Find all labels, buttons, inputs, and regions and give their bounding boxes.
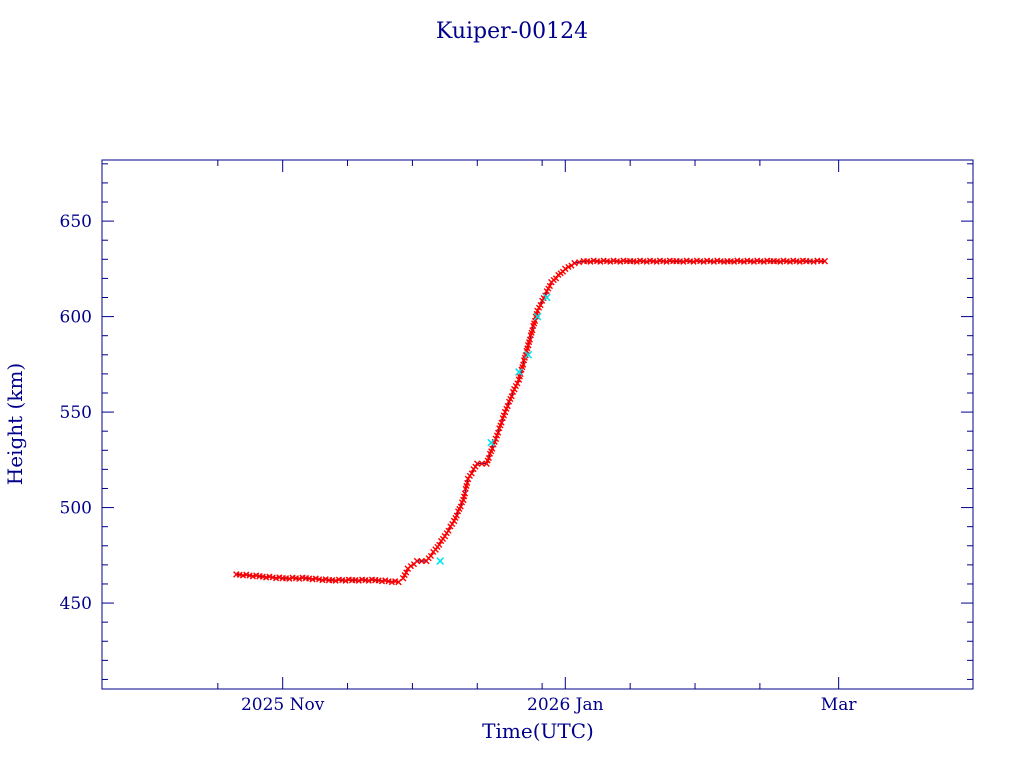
data-point xyxy=(332,577,339,584)
data-point xyxy=(410,561,418,568)
data-point xyxy=(663,258,670,265)
data-point xyxy=(461,490,469,497)
data-point xyxy=(653,258,660,265)
series-line xyxy=(236,260,825,583)
data-point xyxy=(559,268,567,275)
data-point xyxy=(392,578,399,585)
data-point xyxy=(355,577,362,584)
data-point xyxy=(485,454,492,462)
data-point xyxy=(643,258,650,265)
y-tick-label: 650 xyxy=(60,212,92,232)
data-point xyxy=(504,403,511,410)
data-point xyxy=(495,429,502,436)
data-point xyxy=(617,258,624,265)
data-point xyxy=(472,463,479,470)
data-point xyxy=(489,445,496,452)
data-point xyxy=(740,258,748,265)
data-point xyxy=(457,503,464,510)
data-point xyxy=(403,569,410,576)
x-tick-label: 2026 Jan xyxy=(527,695,604,715)
data-point xyxy=(436,541,443,548)
y-axis-label: Height (km) xyxy=(3,363,27,485)
data-point xyxy=(407,563,414,570)
data-point xyxy=(730,258,738,265)
data-point xyxy=(680,258,687,265)
data-point xyxy=(524,350,533,359)
data-point xyxy=(286,575,293,582)
x-tick-label: 2025 Nov xyxy=(241,695,325,715)
data-point xyxy=(700,258,707,265)
data-point xyxy=(537,302,544,309)
data-point xyxy=(399,574,407,582)
data-point xyxy=(508,393,515,400)
data-point xyxy=(552,275,560,282)
data-point xyxy=(760,258,767,265)
data-point xyxy=(498,419,505,426)
y-tick-label: 500 xyxy=(60,499,92,519)
data-point xyxy=(427,552,435,560)
data-marks xyxy=(233,257,829,586)
data-point xyxy=(587,258,594,265)
data-point xyxy=(546,282,553,290)
axis-ticks xyxy=(102,160,973,689)
data-point xyxy=(296,575,303,582)
data-point xyxy=(500,412,508,419)
data-point xyxy=(750,258,758,265)
data-point xyxy=(430,548,437,555)
data-point xyxy=(568,262,575,269)
data-point xyxy=(436,557,445,565)
data-point xyxy=(458,499,466,506)
data-point xyxy=(524,345,531,352)
data-point xyxy=(542,293,551,302)
plot-frame xyxy=(101,159,974,690)
tick-labels: 450 500 550 600 650 2025 Nov 2026 Jan Mar xyxy=(60,212,858,715)
data-point xyxy=(345,576,352,583)
data-point xyxy=(299,574,306,581)
data-point xyxy=(720,258,728,265)
data-point xyxy=(515,368,523,376)
data-point xyxy=(487,438,496,447)
data-point xyxy=(690,258,697,265)
data-point xyxy=(464,479,471,487)
data-point xyxy=(449,520,456,528)
data-point xyxy=(445,527,452,534)
y-tick-label: 550 xyxy=(60,403,92,423)
data-point xyxy=(418,557,425,565)
data-point xyxy=(633,258,640,265)
data-point xyxy=(576,259,583,266)
data-point xyxy=(453,512,460,519)
data-point xyxy=(799,257,807,264)
data-point xyxy=(509,388,517,395)
data-point xyxy=(253,572,260,579)
x-tick-label: Mar xyxy=(821,695,858,715)
data-point xyxy=(365,577,372,584)
data-point xyxy=(276,574,283,581)
data-point xyxy=(514,380,521,387)
data-point xyxy=(817,258,825,265)
data-point xyxy=(439,535,447,542)
data-point xyxy=(607,258,614,265)
y-tick-label: 450 xyxy=(60,594,92,614)
x-axis-label: Time(UTC) xyxy=(482,719,594,743)
data-point xyxy=(468,470,475,477)
data-point xyxy=(597,258,604,265)
data-point xyxy=(533,312,542,321)
data-point xyxy=(710,258,717,265)
data-point xyxy=(670,258,677,265)
chart-title: Kuiper-00124 xyxy=(436,19,588,44)
y-tick-label: 600 xyxy=(60,308,92,328)
data-point xyxy=(478,460,485,467)
data-point xyxy=(342,577,349,584)
data-point xyxy=(322,576,329,583)
data-point xyxy=(767,258,774,265)
data-point xyxy=(623,258,630,265)
data-point xyxy=(368,576,376,583)
